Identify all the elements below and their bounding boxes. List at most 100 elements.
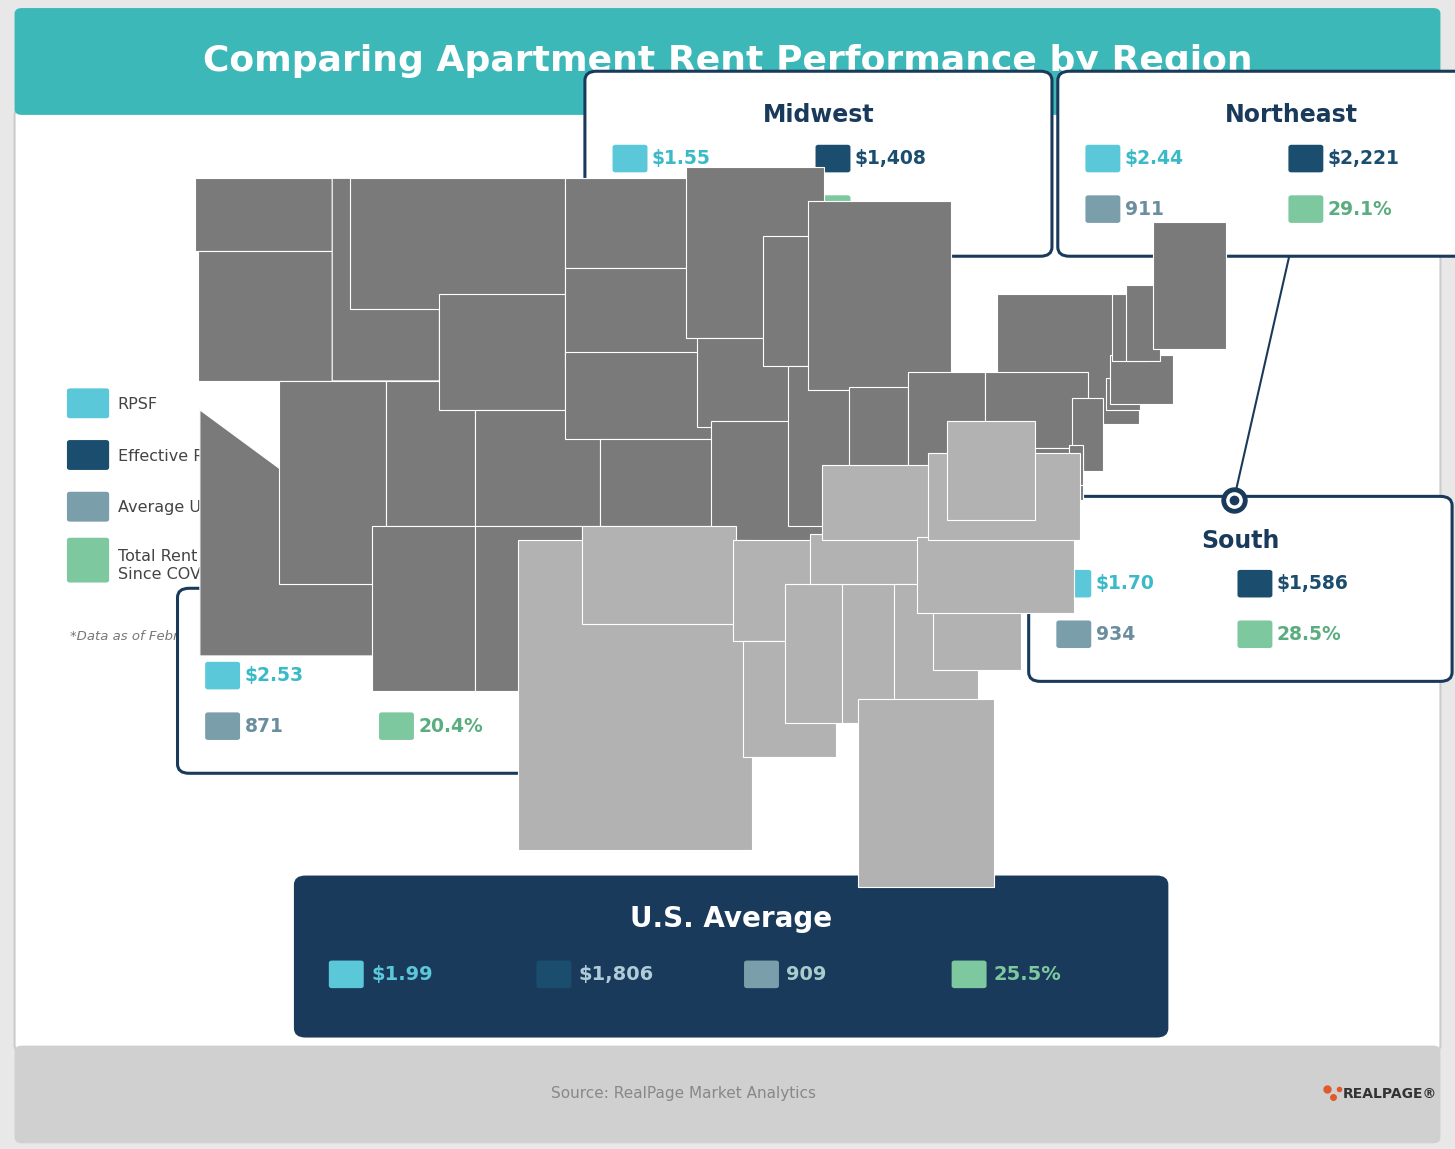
FancyBboxPatch shape — [15, 1046, 1440, 1143]
FancyBboxPatch shape — [537, 961, 572, 988]
Polygon shape — [278, 381, 386, 584]
FancyBboxPatch shape — [15, 8, 1440, 115]
Text: $2.53: $2.53 — [244, 666, 304, 685]
Polygon shape — [476, 526, 582, 691]
Polygon shape — [842, 584, 905, 723]
FancyBboxPatch shape — [1056, 570, 1091, 597]
Polygon shape — [917, 538, 1074, 612]
FancyBboxPatch shape — [67, 388, 109, 418]
Polygon shape — [1112, 294, 1145, 361]
FancyBboxPatch shape — [1056, 620, 1091, 648]
Polygon shape — [1126, 285, 1160, 361]
Polygon shape — [1002, 447, 1083, 500]
Text: South: South — [1202, 529, 1279, 553]
Text: $1,806: $1,806 — [579, 965, 653, 984]
Polygon shape — [744, 641, 837, 757]
Polygon shape — [697, 338, 813, 427]
Polygon shape — [822, 465, 960, 540]
Polygon shape — [789, 367, 860, 526]
FancyBboxPatch shape — [329, 961, 364, 988]
Text: U.S. Average: U.S. Average — [630, 905, 832, 933]
Polygon shape — [198, 250, 332, 381]
Polygon shape — [371, 526, 476, 691]
FancyBboxPatch shape — [816, 145, 850, 172]
Text: 29.1%: 29.1% — [1328, 200, 1392, 218]
FancyBboxPatch shape — [178, 588, 586, 773]
FancyBboxPatch shape — [1237, 620, 1272, 648]
Polygon shape — [351, 178, 565, 309]
Polygon shape — [439, 294, 565, 410]
Text: 909: 909 — [786, 965, 826, 984]
Polygon shape — [1139, 381, 1152, 404]
Polygon shape — [858, 700, 994, 887]
Polygon shape — [518, 540, 752, 850]
FancyBboxPatch shape — [816, 195, 850, 223]
Polygon shape — [199, 410, 384, 656]
FancyBboxPatch shape — [294, 876, 1168, 1038]
Text: Total Rent Growth
Since COVID: Total Rent Growth Since COVID — [118, 549, 260, 581]
Text: Comparing Apartment Rent Performance by Region: Comparing Apartment Rent Performance by … — [202, 44, 1253, 78]
Polygon shape — [1106, 378, 1141, 410]
Polygon shape — [848, 387, 908, 502]
Text: *Data as of February 2024: *Data as of February 2024 — [70, 630, 246, 642]
Text: Northeast: Northeast — [1225, 103, 1358, 128]
Text: Average Unit Size (SF): Average Unit Size (SF) — [118, 500, 297, 516]
FancyBboxPatch shape — [1289, 145, 1324, 172]
Polygon shape — [582, 526, 736, 624]
Polygon shape — [928, 454, 1080, 540]
Polygon shape — [565, 178, 698, 268]
FancyBboxPatch shape — [205, 662, 240, 689]
Polygon shape — [908, 372, 985, 485]
FancyBboxPatch shape — [67, 538, 109, 583]
FancyBboxPatch shape — [1058, 71, 1455, 256]
Text: 934: 934 — [1096, 625, 1135, 643]
FancyBboxPatch shape — [1237, 570, 1272, 597]
Text: Source: RealPage Market Analytics: Source: RealPage Market Analytics — [551, 1086, 816, 1102]
FancyBboxPatch shape — [744, 961, 778, 988]
Text: West: West — [349, 620, 415, 645]
Polygon shape — [1110, 355, 1173, 404]
Polygon shape — [985, 372, 1088, 447]
FancyBboxPatch shape — [67, 440, 109, 470]
Polygon shape — [1069, 445, 1083, 485]
Text: 20.4%: 20.4% — [419, 717, 483, 735]
Polygon shape — [808, 201, 950, 390]
Text: 911: 911 — [1125, 200, 1164, 218]
Text: 28.5%: 28.5% — [1277, 625, 1342, 643]
Polygon shape — [476, 410, 601, 526]
Text: $1.70: $1.70 — [1096, 574, 1154, 593]
Text: $2.44: $2.44 — [1125, 149, 1184, 168]
Polygon shape — [933, 578, 1020, 670]
Polygon shape — [947, 422, 1035, 519]
Text: $2,221: $2,221 — [1328, 149, 1400, 168]
Text: REALPAGE®: REALPAGE® — [1343, 1087, 1436, 1101]
FancyBboxPatch shape — [380, 662, 415, 689]
Polygon shape — [1152, 222, 1227, 349]
Text: RPSF: RPSF — [118, 396, 159, 412]
Text: 25.5%: 25.5% — [994, 965, 1062, 984]
Text: 908: 908 — [652, 200, 691, 218]
FancyBboxPatch shape — [1289, 195, 1324, 223]
FancyBboxPatch shape — [1085, 195, 1120, 223]
FancyBboxPatch shape — [380, 712, 415, 740]
Text: $2,204: $2,204 — [419, 666, 490, 685]
Polygon shape — [784, 584, 848, 723]
FancyBboxPatch shape — [952, 961, 986, 988]
Text: $1,408: $1,408 — [856, 149, 927, 168]
Text: Midwest: Midwest — [762, 103, 874, 128]
Polygon shape — [565, 352, 720, 439]
Polygon shape — [601, 439, 733, 526]
Polygon shape — [1072, 399, 1103, 471]
FancyBboxPatch shape — [1029, 496, 1452, 681]
Polygon shape — [711, 422, 831, 555]
Polygon shape — [809, 534, 963, 584]
FancyBboxPatch shape — [585, 71, 1052, 256]
Polygon shape — [687, 167, 824, 338]
Polygon shape — [893, 584, 978, 717]
FancyBboxPatch shape — [1085, 145, 1120, 172]
Text: $1.55: $1.55 — [652, 149, 710, 168]
FancyBboxPatch shape — [67, 492, 109, 522]
FancyBboxPatch shape — [613, 195, 647, 223]
Polygon shape — [762, 237, 872, 367]
Text: $1,586: $1,586 — [1277, 574, 1349, 593]
